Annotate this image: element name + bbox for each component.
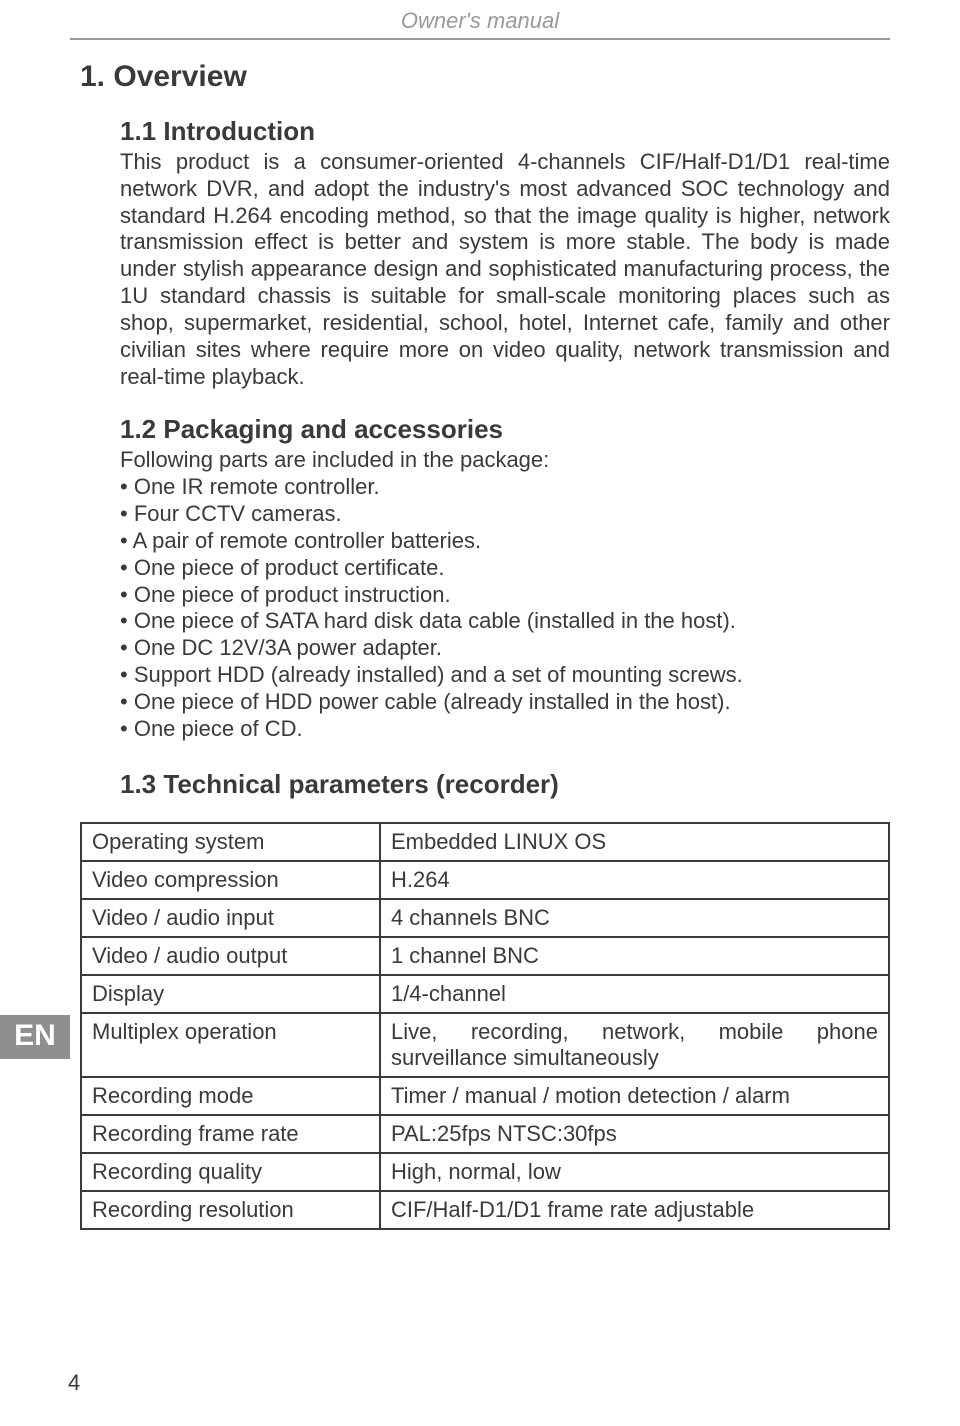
- table-row: Video compression H.264: [81, 861, 889, 899]
- section-introduction: 1.1 Introduction This product is a consu…: [120, 116, 890, 800]
- param-label: Recording quality: [81, 1153, 380, 1191]
- introduction-paragraph: This product is a consumer-oriented 4-ch…: [120, 149, 890, 390]
- param-value: Timer / manual / motion detection / alar…: [380, 1077, 889, 1115]
- param-label: Recording resolution: [81, 1191, 380, 1229]
- list-item: One IR remote controller.: [120, 474, 890, 501]
- param-value: 4 channels BNC: [380, 899, 889, 937]
- heading-1-1: 1.1 Introduction: [120, 116, 890, 147]
- table-row: Recording quality High, normal, low: [81, 1153, 889, 1191]
- param-value: Live, recording, network, mobile phone s…: [380, 1013, 889, 1077]
- heading-1-3: 1.3 Technical parameters (recorder): [120, 769, 890, 800]
- technical-parameters-table: Operating system Embedded LINUX OS Video…: [80, 822, 890, 1230]
- packaging-list: One IR remote controller. Four CCTV came…: [120, 474, 890, 742]
- list-item: One piece of product instruction.: [120, 582, 890, 609]
- param-value: H.264: [380, 861, 889, 899]
- table-row: Video / audio input 4 channels BNC: [81, 899, 889, 937]
- table-row: Video / audio output 1 channel BNC: [81, 937, 889, 975]
- table-row: Recording mode Timer / manual / motion d…: [81, 1077, 889, 1115]
- table-row: Operating system Embedded LINUX OS: [81, 823, 889, 861]
- packaging-intro: Following parts are included in the pack…: [120, 447, 890, 474]
- page-content: 1. Overview 1.1 Introduction This produc…: [0, 40, 960, 1230]
- param-label: Multiplex operation: [81, 1013, 380, 1077]
- list-item: One piece of CD.: [120, 716, 890, 743]
- param-label: Recording mode: [81, 1077, 380, 1115]
- heading-1: 1. Overview: [80, 60, 890, 94]
- param-label: Video / audio input: [81, 899, 380, 937]
- list-item: One piece of product certificate.: [120, 555, 890, 582]
- table-row: Display 1/4-channel: [81, 975, 889, 1013]
- table-row: Recording resolution CIF/Half-D1/D1 fram…: [81, 1191, 889, 1229]
- list-item: One piece of SATA hard disk data cable (…: [120, 608, 890, 635]
- param-label: Video / audio output: [81, 937, 380, 975]
- param-value: 1 channel BNC: [380, 937, 889, 975]
- list-item: Support HDD (already installed) and a se…: [120, 662, 890, 689]
- table-row: Recording frame rate PAL:25fps NTSC:30fp…: [81, 1115, 889, 1153]
- param-label: Video compression: [81, 861, 380, 899]
- table-row: Multiplex operation Live, recording, net…: [81, 1013, 889, 1077]
- param-label: Display: [81, 975, 380, 1013]
- param-value: CIF/Half-D1/D1 frame rate adjustable: [380, 1191, 889, 1229]
- heading-1-2: 1.2 Packaging and accessories: [120, 414, 890, 445]
- page-number: 4: [68, 1370, 80, 1396]
- param-label: Recording frame rate: [81, 1115, 380, 1153]
- list-item: One piece of HDD power cable (already in…: [120, 689, 890, 716]
- param-value: PAL:25fps NTSC:30fps: [380, 1115, 889, 1153]
- param-value: 1/4-channel: [380, 975, 889, 1013]
- param-value: Embedded LINUX OS: [380, 823, 889, 861]
- language-tab: EN: [0, 1015, 70, 1059]
- list-item: Four CCTV cameras.: [120, 501, 890, 528]
- param-value: High, normal, low: [380, 1153, 889, 1191]
- list-item: A pair of remote controller batteries.: [120, 528, 890, 555]
- page-header: Owner's manual: [70, 0, 890, 40]
- list-item: One DC 12V/3A power adapter.: [120, 635, 890, 662]
- param-label: Operating system: [81, 823, 380, 861]
